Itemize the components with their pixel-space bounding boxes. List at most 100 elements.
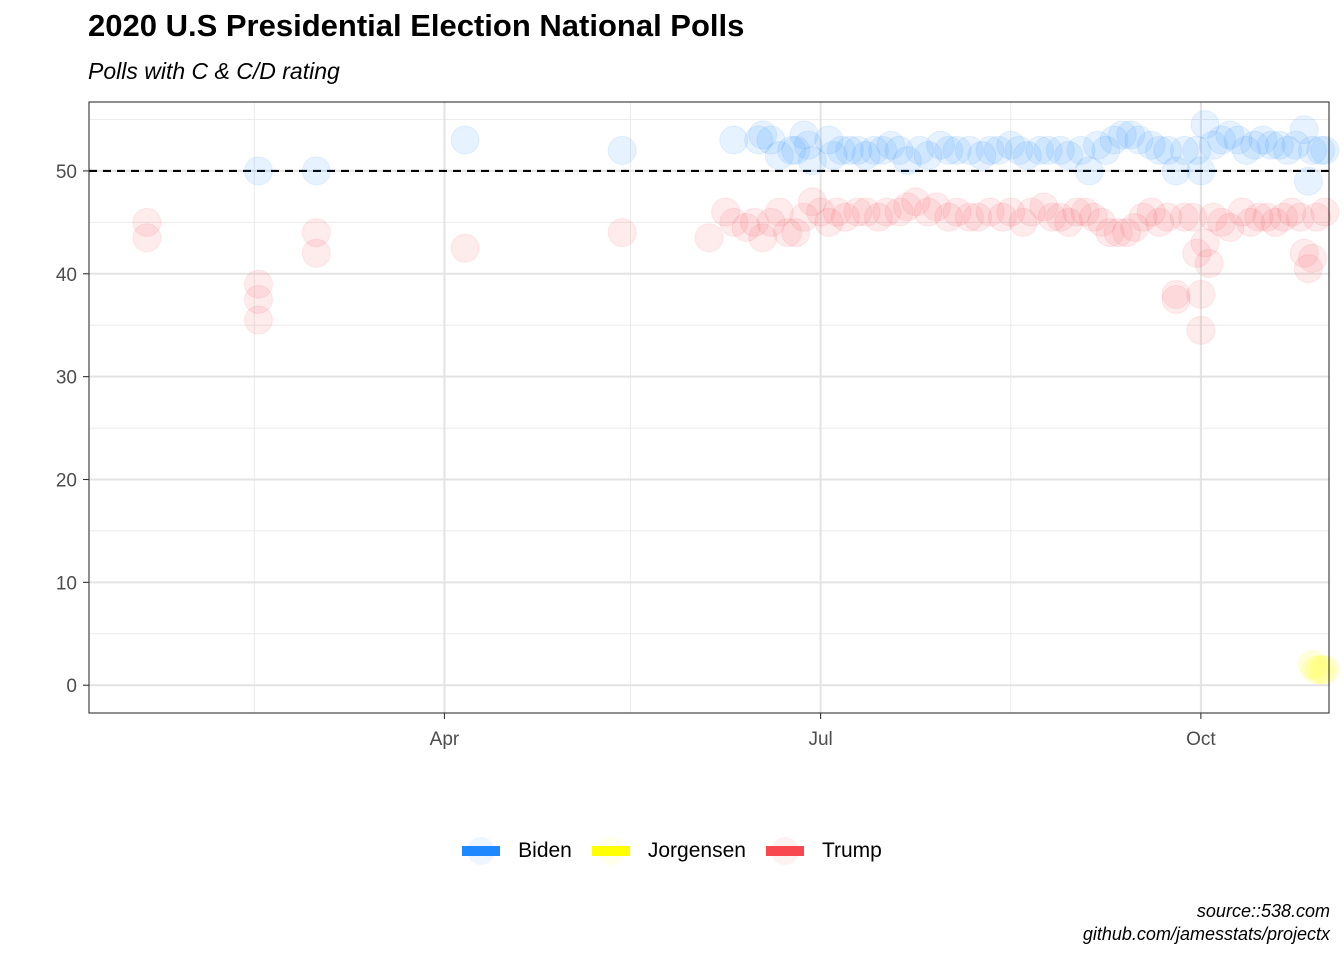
data-point-trump: [851, 197, 881, 227]
data-point-biden: [719, 125, 749, 155]
chart-subtitle: Polls with C & C/D rating: [88, 58, 340, 84]
data-point-biden: [942, 135, 972, 165]
data-point-biden: [905, 135, 935, 165]
data-point-trump: [1087, 207, 1117, 237]
data-point-biden: [835, 135, 865, 165]
data-point-biden: [243, 156, 273, 186]
data-point-trump: [975, 197, 1005, 227]
data-point-biden: [1198, 130, 1228, 160]
data-point-biden: [1281, 130, 1311, 160]
legend-item-trump: Trump: [765, 836, 882, 866]
y-tick-label: 30: [56, 368, 77, 389]
data-point-trump: [996, 197, 1026, 227]
major-gridlines: [89, 102, 1329, 713]
data-point-biden: [1215, 120, 1245, 150]
data-point-biden: [1306, 135, 1336, 165]
data-point-trump: [892, 192, 922, 222]
data-point-biden: [1099, 125, 1129, 155]
data-point-biden: [1107, 120, 1137, 150]
data-point-trump: [814, 207, 844, 237]
data-point-trump: [1062, 197, 1092, 227]
chart-title: 2020 U.S Presidential Election National …: [88, 8, 745, 43]
legend-label-biden: Biden: [518, 839, 572, 862]
data-point-trump: [1161, 279, 1191, 309]
legend-label-jorgensen: Jorgensen: [647, 839, 746, 862]
data-point-trump: [1297, 243, 1327, 273]
data-point-biden: [859, 135, 889, 165]
data-point-jorgensen: [1302, 655, 1332, 685]
data-point-trump: [132, 207, 162, 237]
plot-border: [88, 101, 1330, 714]
data-point-biden: [1012, 140, 1042, 170]
data-point-trump: [822, 197, 852, 227]
data-point-biden: [818, 140, 848, 170]
data-point-biden: [1161, 156, 1191, 186]
data-point-trump: [913, 197, 943, 227]
legend-item-biden: Biden: [462, 836, 572, 866]
data-point-biden: [1182, 135, 1212, 165]
x-axis: Apr Jul Oct: [430, 713, 1216, 750]
data-point-trump: [921, 192, 951, 222]
data-point-biden: [814, 125, 844, 155]
data-point-biden: [777, 135, 807, 165]
data-point-biden: [1083, 130, 1113, 160]
chart-plot: 0 10 20 30 40 50 Apr Jul Oct: [56, 101, 1340, 750]
legend: Biden Jorgensen Trump: [0, 836, 1344, 866]
data-point-trump: [872, 197, 902, 227]
data-point-trump: [1103, 218, 1133, 248]
data-point-trump: [806, 197, 836, 227]
data-point-trump: [1194, 248, 1224, 278]
data-point-trump: [1310, 197, 1340, 227]
data-point-trump: [1293, 254, 1323, 284]
data-point-trump: [1016, 197, 1046, 227]
data-point-trump: [243, 269, 273, 299]
data-point-biden: [884, 135, 914, 165]
data-point-biden: [975, 135, 1005, 165]
data-point-biden: [756, 125, 786, 155]
data-point-trump: [1198, 202, 1228, 232]
data-point-trump: [1227, 197, 1257, 227]
x-tick-label: Jul: [808, 729, 832, 750]
data-point-trump: [731, 212, 761, 242]
data-point-biden: [1289, 115, 1319, 145]
data-point-biden: [1066, 135, 1096, 165]
data-point-trump: [1070, 197, 1100, 227]
data-point-trump: [1289, 238, 1319, 268]
data-point-trump: [1302, 202, 1332, 232]
data-point-trump: [243, 284, 273, 314]
data-point-biden: [892, 146, 922, 176]
data-point-trump: [1145, 207, 1175, 237]
data-point-trump: [1136, 197, 1166, 227]
data-point-trump: [1111, 218, 1141, 248]
data-point-biden: [868, 135, 898, 165]
data-point-trump: [1095, 218, 1125, 248]
data-point-biden: [1248, 125, 1278, 155]
data-point-trump: [1260, 207, 1290, 237]
data-point-biden: [1169, 135, 1199, 165]
data-point-biden: [843, 135, 873, 165]
data-point-trump: [1244, 202, 1274, 232]
data-point-trump: [1252, 202, 1282, 232]
data-point-trump: [843, 197, 873, 227]
data-point-trump: [764, 197, 794, 227]
data-point-trump: [719, 207, 749, 237]
data-point-biden: [1273, 135, 1303, 165]
data-point-trump: [1207, 207, 1237, 237]
data-point-trump: [132, 223, 162, 253]
legend-key-trump: [765, 836, 804, 866]
data-point-trump: [830, 202, 860, 232]
y-tick-label: 10: [56, 573, 77, 594]
data-point-trump: [901, 187, 931, 217]
series-trump: [132, 187, 1340, 345]
data-point-trump: [781, 218, 811, 248]
data-point-biden: [781, 135, 811, 165]
data-point-trump: [1190, 228, 1220, 258]
data-point-biden: [1004, 135, 1034, 165]
data-point-trump: [1161, 284, 1191, 314]
data-point-trump: [789, 202, 819, 232]
data-point-biden: [1033, 135, 1063, 165]
x-tick-label: Oct: [1186, 729, 1216, 750]
data-point-trump: [1182, 238, 1212, 268]
data-point-biden: [764, 140, 794, 170]
data-point-trump: [1029, 192, 1059, 222]
